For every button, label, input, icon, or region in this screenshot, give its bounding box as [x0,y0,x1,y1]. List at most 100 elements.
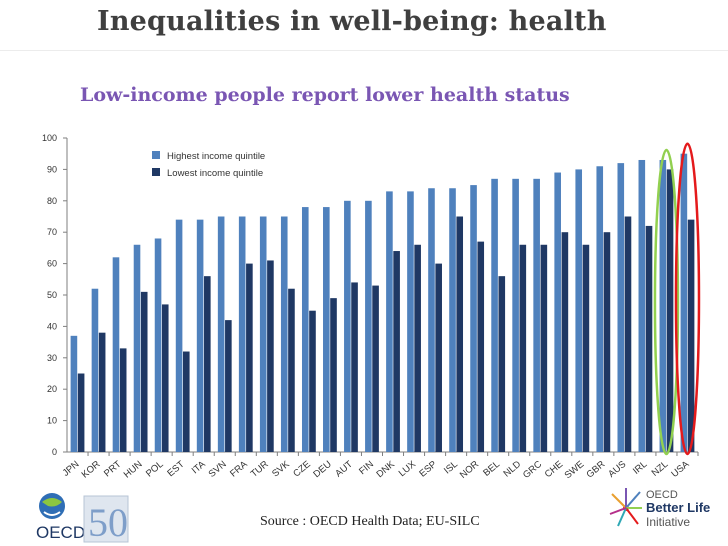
bar-lowest-cze [309,310,316,452]
legend: Highest income quintile Lowest income qui… [152,151,265,179]
bar-lowest-fra [246,263,253,452]
bar-highest-nzl [659,159,667,453]
x-tick-label-svk: SVK [270,458,292,479]
bar-highest-est [175,219,183,452]
better-life-line3: Initiative [646,515,690,529]
better-life-line1: OECD [646,489,678,501]
bar-highest-lux [407,191,414,452]
bar-highest-isl [449,188,456,453]
bar-lowest-svk [288,288,295,452]
bar-highest-kor [91,288,99,452]
y-tick-label: 50 [47,290,57,300]
x-tick-label-svn: SVN [207,459,229,480]
bar-highest-ita [196,219,204,452]
x-tick-label-bel: BEL [481,459,502,479]
x-tick-label-aus: AUS [606,459,628,480]
x-tick-label-est: EST [165,459,186,479]
bar-lowest-tur [267,260,274,452]
bar-highest-fin [365,200,372,452]
bar-highest-grc [533,178,540,452]
bar-lowest-dnk [393,251,400,452]
bar-highest-pol [154,238,162,452]
bar-highest-aus [617,163,625,452]
bar-lowest-grc [540,244,548,452]
x-tick-label-esp: ESP [417,459,439,480]
x-tick-label-pol: POL [144,459,166,480]
x-tick-label-nor: NOR [458,459,481,480]
better-life-logo: OECD Better Life Initiative [609,488,710,529]
x-tick-label-nld: NLD [502,459,524,480]
x-tick-label-irl: IRL [631,459,649,477]
bar-lowest-swe [582,244,590,452]
bar-lowest-aus [624,216,632,452]
bar-lowest-prt [119,348,127,452]
x-tick-label-fra: FRA [228,458,250,479]
bar-highest-dnk [386,191,393,452]
x-tick-label-dnk: DNK [375,458,398,480]
burst-icon [609,488,642,527]
bar-lowest-nzl [666,169,674,452]
bar-lowest-ita [204,276,211,452]
bar-lowest-svn [225,320,232,452]
bars [70,153,695,453]
x-tick-label-ita: ITA [190,458,208,476]
bar-highest-hun [133,244,141,452]
bar-lowest-fin [372,285,379,452]
x-tick-label-usa: USA [669,458,692,479]
x-tick-label-nzl: NZL [650,459,671,479]
bar-lowest-nor [477,241,485,452]
bar-highest-svk [280,216,288,452]
legend-label-lowest: Lowest income quintile [167,168,263,179]
bar-highest-prt [112,257,120,452]
bar-lowest-jpn [77,373,85,452]
x-tick-label-kor: KOR [80,459,103,480]
bar-highest-deu [323,207,330,452]
bar-lowest-esp [435,263,442,452]
x-tick-label-hun: HUN [122,459,145,480]
x-tick-label-deu: DEU [311,459,334,480]
bar-highest-irl [638,159,646,453]
bar-lowest-kor [98,332,106,452]
highlights [653,142,701,456]
x-tick-label-che: CHE [543,459,565,480]
y-tick-label: 60 [47,259,57,269]
y-tick-label: 10 [47,416,57,426]
bar-highest-cze [301,207,309,452]
chart-subtitle: Low-income people report lower health st… [80,84,570,106]
legend-swatch-highest [152,151,160,159]
axes: 0 10 20 30 40 50 60 70 80 90 100 [42,133,699,457]
bar-highest-fra [238,216,246,452]
y-tick-label: 70 [47,227,57,237]
bar-highest-aut [344,200,351,452]
bar-lowest-deu [330,298,337,452]
bar-highest-svn [217,216,225,452]
x-tick-label-aut: AUT [333,459,355,480]
highlight-ellipse-usa [674,142,701,456]
bar-lowest-usa [687,219,695,452]
legend-swatch-lowest [152,168,160,176]
title-band [0,0,728,51]
oecd-logo-text: OECD [36,523,85,542]
anniversary-text: 50 [88,500,128,545]
bar-lowest-pol [161,304,169,452]
oecd-50-logo: OECD 50 [36,493,129,545]
y-tick-label: 100 [42,133,57,143]
bar-lowest-bel [498,276,506,452]
bar-highest-esp [428,188,435,453]
bar-lowest-che [561,232,569,452]
x-tick-label-lux: LUX [397,458,419,479]
bar-highest-jpn [70,335,78,452]
y-tick-label: 30 [47,353,57,363]
x-tick-label-swe: SWE [563,459,587,480]
x-tick-label-isl: ISL [442,459,460,477]
bar-lowest-irl [645,225,653,452]
bar-lowest-isl [456,216,464,452]
y-tick-label: 20 [47,384,57,394]
legend-label-highest: Highest income quintile [167,151,265,162]
bar-lowest-aut [351,282,358,452]
y-tick-label: 40 [47,321,57,331]
x-tick-label-tur: TUR [249,459,271,480]
bar-highest-tur [259,216,267,452]
